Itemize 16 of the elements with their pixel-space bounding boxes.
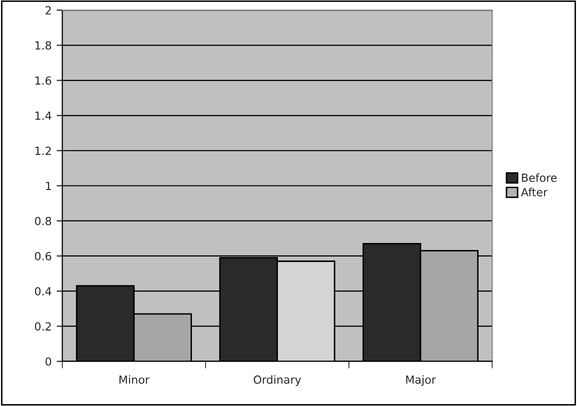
legend-label: Before	[522, 173, 557, 182]
x-tick-label: Ordinary	[254, 375, 302, 386]
y-tick-label: 0.4	[34, 287, 52, 296]
y-tick-label: 1.6	[35, 76, 52, 85]
y-tick-label: 0.6	[34, 252, 52, 260]
y-tick-label: 0.8	[34, 216, 52, 226]
y-tick-label: 1	[46, 182, 51, 190]
legend-label: After	[521, 188, 548, 196]
y-tick-label: 2	[46, 6, 51, 14]
x-tick-label: Major	[406, 375, 436, 386]
y-tick-label: 1.2	[35, 146, 51, 155]
y-tick-label: 0.2	[34, 322, 51, 331]
y-tick-label: 1.4	[35, 112, 52, 120]
x-tick-label: Minor	[120, 375, 150, 384]
y-tick-label: 0	[46, 357, 52, 366]
y-tick-label: 1.8	[35, 41, 52, 50]
